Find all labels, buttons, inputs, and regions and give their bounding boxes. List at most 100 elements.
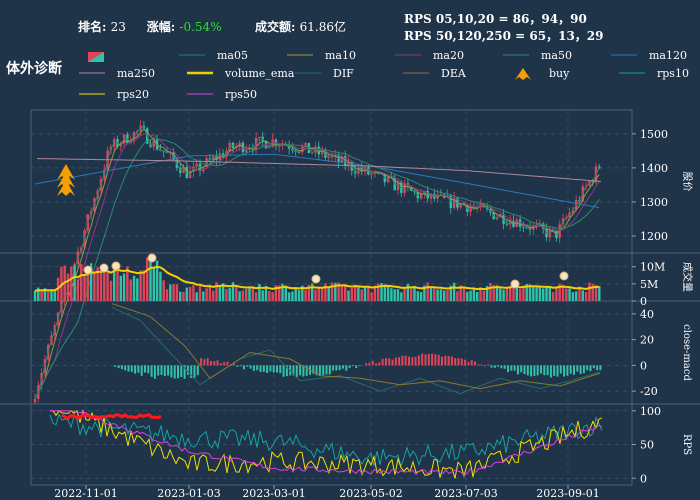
- volume-bar: [568, 288, 571, 301]
- volume-bar: [278, 285, 281, 301]
- macd-bar: [487, 364, 490, 366]
- macd-bar: [391, 359, 394, 366]
- volume-bar: [96, 267, 99, 301]
- volume-bar: [86, 269, 89, 301]
- volume-bar: [419, 291, 423, 301]
- volume-bar: [518, 288, 522, 301]
- volume-bar: [50, 289, 53, 301]
- volume-bar: [188, 287, 192, 301]
- volume-bar: [416, 291, 419, 301]
- volume-bar: [410, 287, 413, 301]
- macd-bar: [530, 365, 533, 377]
- macd-bar: [394, 357, 397, 366]
- ma250-line: [37, 158, 602, 182]
- macd-bar: [589, 365, 592, 372]
- macd-bar: [282, 365, 285, 377]
- volume-bar: [347, 290, 350, 301]
- volume-bar: [360, 289, 363, 301]
- macd-bar: [582, 365, 585, 374]
- volume-bar: [433, 288, 436, 301]
- panel-ylabel-rps: RPS: [681, 434, 692, 455]
- volume-bar: [386, 285, 390, 301]
- volume-bar: [221, 283, 225, 301]
- volume-bar: [195, 292, 198, 301]
- macd-bar: [540, 365, 542, 374]
- volume-bar: [172, 283, 175, 301]
- macd-bar: [134, 365, 137, 374]
- volume-bar: [139, 270, 142, 301]
- macd-bar: [401, 355, 404, 366]
- volume-bar: [66, 273, 70, 301]
- volume-bar: [47, 291, 50, 301]
- ytick-label-macd: 0: [640, 359, 647, 372]
- macd-bar: [447, 355, 450, 366]
- volume-bar: [528, 284, 532, 301]
- volume-bar: [109, 280, 113, 301]
- volume-bar: [169, 284, 172, 301]
- volume-bar: [578, 286, 581, 301]
- volume-bar: [268, 291, 271, 301]
- macd-bar: [295, 365, 298, 378]
- volume-bar: [297, 290, 301, 301]
- volume-bar: [324, 283, 327, 301]
- ytick-label-price: 1200: [640, 230, 668, 243]
- header-stats: 排名: 23 涨幅: -0.54% 成交额: 61.86亿: [78, 18, 346, 35]
- volume-bar: [584, 292, 588, 301]
- volume-bar: [413, 285, 416, 301]
- macd-bar: [163, 365, 166, 377]
- macd-bar: [173, 365, 176, 379]
- volume-bar: [525, 283, 528, 301]
- volume-signal-dot: [311, 274, 321, 284]
- xtick-label: 2023-09-01: [536, 487, 599, 500]
- volume-bar: [116, 261, 119, 301]
- macd-bar: [338, 365, 341, 371]
- rps-strong-band: [61, 412, 162, 420]
- macd-bar: [358, 365, 361, 367]
- candle-body: [33, 398, 37, 403]
- macd-bar: [325, 365, 328, 375]
- volume-bar: [561, 284, 565, 301]
- volume-bar: [380, 282, 383, 301]
- volume-bar: [93, 272, 96, 301]
- volume-bar: [363, 286, 367, 301]
- macd-bar: [269, 365, 272, 372]
- macd-bar: [243, 365, 245, 370]
- macd-bar: [371, 360, 374, 366]
- macd-bar: [285, 365, 288, 377]
- legend-label-ma05: ma05: [217, 49, 248, 62]
- ytick-label-rps: 50: [640, 439, 654, 452]
- volume-bar: [423, 285, 426, 301]
- volume-bar: [228, 288, 231, 301]
- volume-bar: [294, 287, 297, 301]
- macd-bar: [566, 365, 569, 376]
- macd-bar: [229, 365, 232, 366]
- volume-bar: [182, 292, 185, 301]
- volume-bar: [136, 278, 139, 301]
- legend-label-ma10: ma10: [325, 49, 356, 62]
- volume-bar: [119, 275, 122, 301]
- macd-bar: [213, 360, 216, 366]
- macd-bar: [315, 365, 318, 376]
- macd-bar: [536, 365, 539, 376]
- volume-bar: [406, 283, 410, 301]
- volume-bar: [575, 291, 578, 301]
- macd-bar: [427, 353, 430, 366]
- macd-bar: [249, 365, 252, 369]
- macd-bar: [599, 365, 602, 371]
- macd-bar: [460, 358, 463, 366]
- volume-signal-dot: [559, 271, 569, 281]
- panel-ylabel-volume: 成交量: [681, 262, 694, 292]
- macd-bar: [516, 365, 519, 375]
- volume-signal-dot: [510, 279, 520, 289]
- rps10-line: [49, 412, 603, 469]
- volume-bar: [482, 290, 485, 301]
- macd-bar: [177, 365, 179, 379]
- macd-bar: [150, 365, 153, 377]
- volume-bar: [443, 290, 446, 301]
- volume-bar: [106, 272, 109, 301]
- volume-bar: [175, 284, 179, 301]
- volume-bar: [330, 282, 334, 301]
- volume-bar: [248, 286, 251, 301]
- volume-bar: [515, 286, 518, 301]
- volume-bar: [512, 284, 515, 301]
